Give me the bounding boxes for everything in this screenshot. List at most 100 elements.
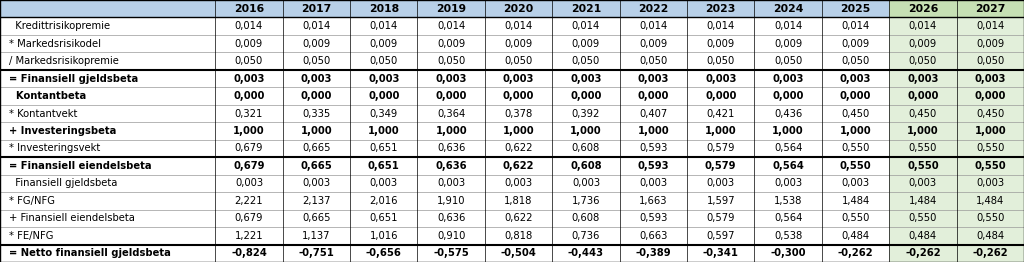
Text: 0,003: 0,003 [233, 74, 264, 84]
Bar [687, 140, 755, 157]
Bar [283, 87, 350, 105]
Text: 0,550: 0,550 [976, 213, 1005, 223]
Bar [350, 157, 418, 175]
Bar [822, 140, 889, 157]
Text: -0,262: -0,262 [905, 248, 941, 258]
Text: -0,389: -0,389 [636, 248, 671, 258]
Text: 0,550: 0,550 [975, 161, 1007, 171]
Text: 0,003: 0,003 [505, 178, 532, 188]
Text: 0,663: 0,663 [639, 231, 668, 241]
Text: 0,636: 0,636 [437, 144, 465, 154]
Bar [552, 244, 620, 262]
Bar [350, 175, 418, 192]
Bar [418, 175, 484, 192]
Text: 0,538: 0,538 [774, 231, 802, 241]
Bar [0, 157, 215, 175]
Bar [215, 140, 283, 157]
Bar [822, 35, 889, 52]
Text: 0,651: 0,651 [368, 161, 399, 171]
Bar [484, 210, 552, 227]
Bar [418, 18, 484, 35]
Bar [0, 227, 215, 244]
Bar [283, 210, 350, 227]
Bar [620, 70, 687, 87]
Bar [215, 0, 283, 18]
Text: 0,378: 0,378 [505, 108, 532, 118]
Text: 0,014: 0,014 [774, 21, 802, 31]
Bar [552, 175, 620, 192]
Bar [0, 35, 215, 52]
Text: 1,000: 1,000 [503, 126, 535, 136]
Text: Kredittrisikopremie: Kredittrisikopremie [8, 21, 110, 31]
Bar [889, 244, 956, 262]
Text: 0,450: 0,450 [842, 108, 869, 118]
Text: 2023: 2023 [706, 4, 736, 14]
Text: 0,679: 0,679 [233, 161, 265, 171]
Bar [0, 52, 215, 70]
Bar [755, 122, 822, 140]
Bar [822, 175, 889, 192]
Bar [755, 192, 822, 210]
Text: + Finansiell eiendelsbeta: + Finansiell eiendelsbeta [8, 213, 134, 223]
Bar [350, 0, 418, 18]
Bar [0, 140, 215, 157]
Bar [620, 122, 687, 140]
Text: 0,910: 0,910 [437, 231, 465, 241]
Bar [418, 244, 484, 262]
Text: 0,003: 0,003 [909, 178, 937, 188]
Bar [956, 0, 1024, 18]
Text: 0,003: 0,003 [907, 74, 939, 84]
Text: 0,050: 0,050 [976, 56, 1005, 66]
Bar [687, 175, 755, 192]
Text: 0,608: 0,608 [571, 144, 600, 154]
Text: 0,579: 0,579 [707, 144, 735, 154]
Text: 0,050: 0,050 [302, 56, 331, 66]
Bar [484, 192, 552, 210]
Text: 0,622: 0,622 [504, 144, 532, 154]
Text: 0,665: 0,665 [300, 161, 332, 171]
Bar [418, 87, 484, 105]
Text: -0,262: -0,262 [973, 248, 1008, 258]
Bar [283, 140, 350, 157]
Bar [822, 192, 889, 210]
Bar [552, 122, 620, 140]
Bar [283, 244, 350, 262]
Text: 0,009: 0,009 [370, 39, 398, 49]
Text: 0,593: 0,593 [639, 144, 668, 154]
Text: 1,663: 1,663 [639, 196, 668, 206]
Bar [620, 87, 687, 105]
Bar [755, 105, 822, 122]
Bar [552, 210, 620, 227]
Bar [215, 227, 283, 244]
Text: 0,009: 0,009 [976, 39, 1005, 49]
Bar [956, 244, 1024, 262]
Bar [215, 105, 283, 122]
Text: 0,050: 0,050 [437, 56, 465, 66]
Bar [552, 18, 620, 35]
Text: 1,000: 1,000 [368, 126, 399, 136]
Bar [215, 122, 283, 140]
Bar [822, 244, 889, 262]
Bar [889, 210, 956, 227]
Bar [552, 70, 620, 87]
Bar [0, 175, 215, 192]
Text: 1,818: 1,818 [505, 196, 532, 206]
Text: 0,003: 0,003 [840, 74, 871, 84]
Text: 0,003: 0,003 [706, 74, 736, 84]
Text: 1,538: 1,538 [774, 196, 803, 206]
Bar [889, 35, 956, 52]
Bar [283, 35, 350, 52]
Text: 2017: 2017 [301, 4, 332, 14]
Bar [215, 210, 283, 227]
Bar [755, 18, 822, 35]
Bar [889, 52, 956, 70]
Bar [956, 175, 1024, 192]
Bar [283, 175, 350, 192]
Bar [552, 157, 620, 175]
Text: 0,000: 0,000 [435, 91, 467, 101]
Bar [889, 175, 956, 192]
Bar [687, 18, 755, 35]
Bar [552, 35, 620, 52]
Text: 0,579: 0,579 [705, 161, 736, 171]
Bar [350, 244, 418, 262]
